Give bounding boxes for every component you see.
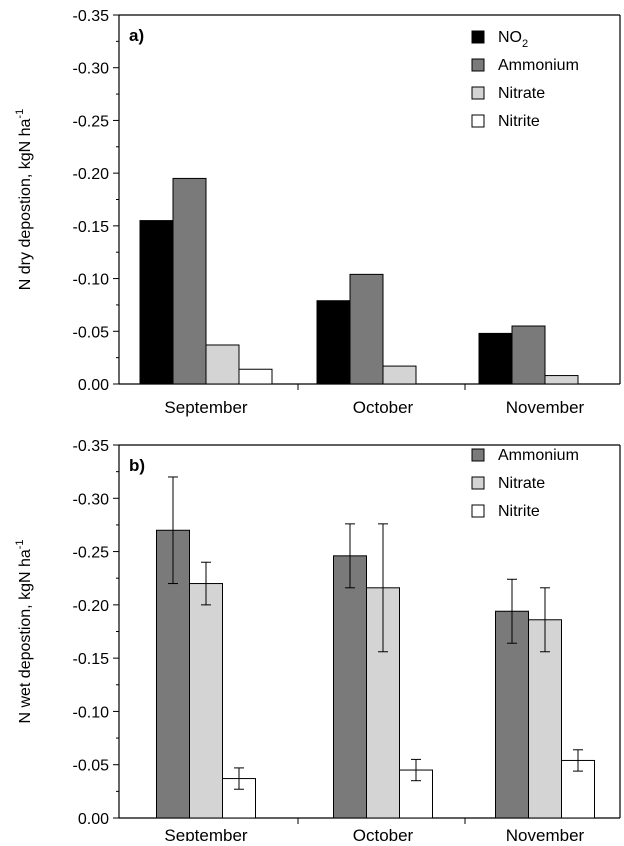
bar-nitrate-september (189, 583, 223, 819)
y-tick-label: -0.20 (73, 166, 110, 183)
y-tick-label: -0.05 (73, 324, 110, 341)
bar-ammonium-october (349, 273, 384, 385)
x-category-label: September (164, 826, 247, 841)
legend-label: Ammonium (498, 57, 579, 74)
chart-panel-a: 0.00 -0.05 -0.10 -0.15 -0.20 -0.25 -0.30 -0.35 S… (14, 8, 621, 417)
legend-swatch-nitrite (471, 114, 485, 128)
legend-swatch-no2 (471, 30, 485, 44)
x-category-label: November (506, 826, 585, 841)
legend-label: Ammonium (498, 447, 579, 464)
bar-nitrite-september (238, 368, 273, 385)
bar-no2-september (139, 220, 174, 385)
y-tick-label: -0.15 (73, 651, 110, 668)
x-category-label: November (506, 398, 585, 417)
panel-label: b) (129, 456, 145, 475)
legend-label-text: Ammonium (498, 57, 579, 74)
legend-label: Nitrate (498, 475, 545, 492)
legend-label-subscript: 2 (522, 38, 528, 50)
y-tick-label: -0.10 (73, 704, 110, 721)
y-axis-title-superscript: -1 (14, 539, 26, 549)
legend-label-text: Nitrate (498, 475, 545, 492)
legend-label: Nitrate (498, 85, 545, 102)
y-axis-title-text: N wet depostion, kgN ha (17, 549, 34, 723)
panel-label: a) (129, 26, 144, 45)
y-axis-title-text: N dry depostion, kgN ha (17, 118, 34, 290)
y-tick-label: -0.20 (73, 598, 110, 615)
legend-label-text: Nitrite (498, 113, 540, 130)
bar-nitrate-november (544, 375, 579, 385)
y-tick-label: -0.30 (73, 491, 110, 508)
legend-label-text: Ammonium (498, 447, 579, 464)
bar-ammonium-november (511, 325, 546, 385)
x-category-label: October (353, 826, 414, 841)
legend-swatch-ammonium (471, 448, 485, 462)
legend-label-text: NO (498, 29, 522, 46)
bar-nitrate-october (382, 365, 417, 385)
legend-label-text: Nitrate (498, 85, 545, 102)
y-tick-label: -0.25 (73, 545, 110, 562)
y-tick-label: -0.05 (73, 758, 110, 775)
bar-nitrate-november (528, 619, 562, 819)
y-axis-title: N wet depostion, kgN ha-1 (14, 539, 34, 723)
bar-ammonium-october (333, 555, 367, 819)
y-tick-label: -0.10 (73, 272, 110, 289)
x-category-label: September (164, 398, 247, 417)
legend-label: Nitrite (498, 113, 540, 130)
y-tick-label: 0.00 (78, 811, 109, 828)
legend-label-text: Nitrite (498, 503, 540, 520)
y-tick-label: 0.00 (78, 377, 109, 394)
y-tick-label: -0.25 (73, 113, 110, 130)
y-axis-title-superscript: -1 (14, 109, 26, 119)
legend-swatch-nitrite (471, 504, 485, 518)
y-axis-title: N dry depostion, kgN ha-1 (14, 109, 34, 290)
legend-swatch-nitrate (471, 86, 485, 100)
legend-swatch-ammonium (471, 58, 485, 72)
bar-nitrate-september (205, 344, 240, 385)
bar-no2-november (478, 332, 513, 385)
y-tick-label: -0.15 (73, 219, 110, 236)
y-tick-label: -0.35 (73, 438, 110, 455)
y-tick-label: -0.35 (73, 8, 110, 25)
x-category-label: October (353, 398, 414, 417)
legend-label: Nitrite (498, 503, 540, 520)
bar-ammonium-september (172, 177, 207, 385)
legend-swatch-nitrate (471, 476, 485, 490)
legend-label: NO2 (498, 29, 528, 50)
chart-panel-b: 0.00 -0.05 -0.10 -0.15 -0.20 -0.25 -0.30 -0.35 S… (14, 438, 621, 845)
bar-no2-october (316, 300, 351, 385)
y-tick-label: -0.30 (73, 61, 110, 78)
